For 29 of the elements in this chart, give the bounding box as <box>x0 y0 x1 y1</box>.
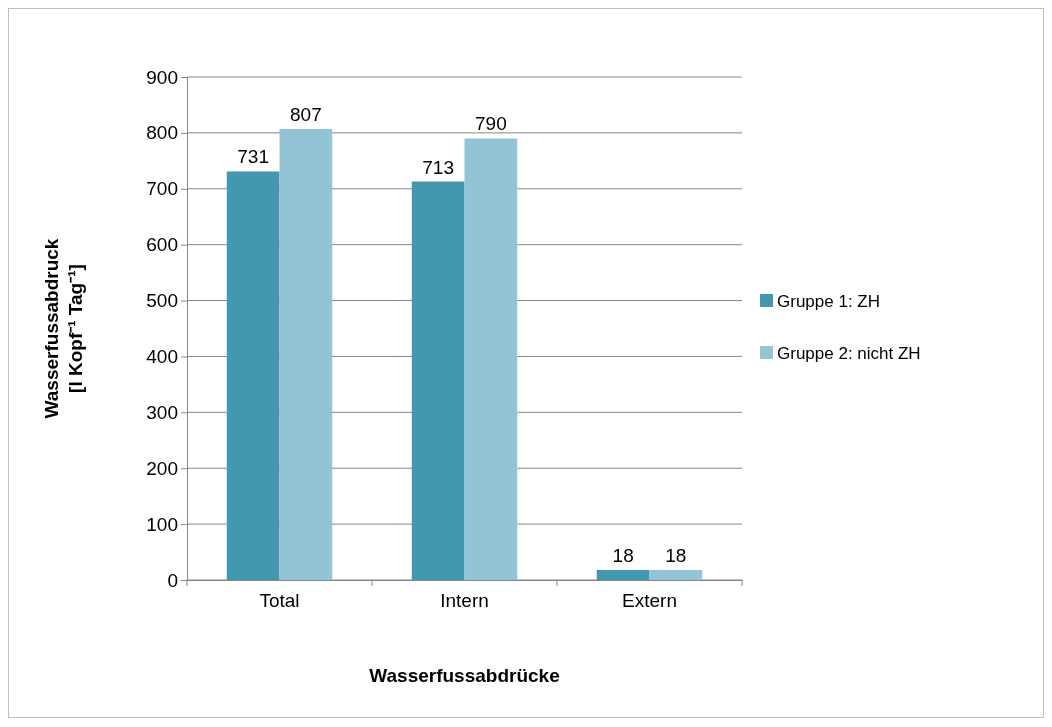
bar <box>279 128 333 580</box>
x-tick-label: Extern <box>622 590 677 612</box>
y-tick-label: 0 <box>167 569 178 591</box>
y-axis-title: Wasserfussabdruck [l Kopf⁻¹ Tag⁻¹] <box>41 238 86 419</box>
x-tick-label: Intern <box>440 590 489 612</box>
data-label: 713 <box>422 156 454 178</box>
y-tick-label: 800 <box>146 122 178 144</box>
bar <box>226 171 280 580</box>
legend-label: Gruppe 1: ZH <box>777 292 880 311</box>
legend-label: Gruppe 2: nicht ZH <box>777 344 921 363</box>
bar <box>464 138 518 580</box>
data-label: 807 <box>290 103 322 125</box>
data-label: 18 <box>665 544 687 566</box>
x-tick-label: Total <box>259 590 300 612</box>
y-tick-label: 900 <box>146 66 178 88</box>
y-tick-label: 500 <box>146 290 178 312</box>
data-label: 18 <box>612 544 634 566</box>
y-tick-label: 300 <box>146 401 178 423</box>
y-tick-label: 700 <box>146 178 178 200</box>
y-tick-label: 100 <box>146 513 178 535</box>
data-label: 731 <box>237 146 269 168</box>
y-tick-label: 600 <box>146 234 178 256</box>
bar <box>411 181 465 580</box>
bar <box>596 569 650 580</box>
y-tick-label: 200 <box>146 457 178 479</box>
y-tick-label: 400 <box>146 346 178 368</box>
x-axis-title: Wasserfussabdrücke <box>369 665 560 686</box>
bar <box>649 569 703 580</box>
data-label: 790 <box>475 113 507 135</box>
